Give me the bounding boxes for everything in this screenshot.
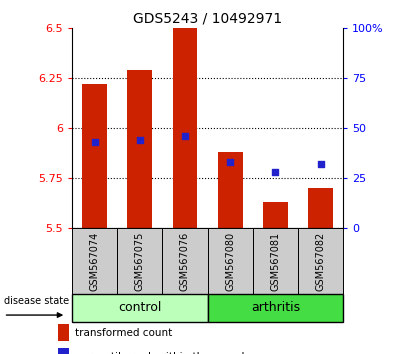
- Bar: [208, 228, 253, 294]
- Point: [272, 170, 279, 175]
- Text: GSM567081: GSM567081: [270, 232, 280, 291]
- Bar: [72, 294, 208, 322]
- Point: [136, 137, 143, 143]
- Text: GSM567074: GSM567074: [90, 232, 99, 291]
- Text: disease state: disease state: [4, 296, 69, 306]
- Bar: [58, 324, 69, 341]
- Text: GSM567080: GSM567080: [225, 232, 235, 291]
- Text: transformed count: transformed count: [75, 328, 172, 338]
- Point: [182, 133, 188, 139]
- Bar: [72, 228, 117, 294]
- Bar: [218, 152, 242, 228]
- Bar: [58, 348, 69, 354]
- Bar: [298, 228, 343, 294]
- Text: GSM567075: GSM567075: [135, 232, 145, 291]
- Bar: [253, 228, 298, 294]
- Text: GSM567076: GSM567076: [180, 232, 190, 291]
- Point: [227, 160, 233, 165]
- Text: percentile rank within the sample: percentile rank within the sample: [75, 352, 251, 354]
- Bar: [162, 228, 208, 294]
- Bar: [82, 84, 107, 228]
- Bar: [173, 0, 197, 228]
- Bar: [127, 70, 152, 228]
- Text: GSM567082: GSM567082: [316, 232, 326, 291]
- Text: control: control: [118, 302, 162, 314]
- Point: [317, 161, 324, 167]
- Bar: [117, 228, 162, 294]
- Point: [91, 139, 98, 145]
- Title: GDS5243 / 10492971: GDS5243 / 10492971: [133, 12, 282, 26]
- Bar: [263, 202, 288, 228]
- Text: arthritis: arthritis: [251, 302, 300, 314]
- Bar: [208, 294, 343, 322]
- Bar: [308, 188, 333, 228]
